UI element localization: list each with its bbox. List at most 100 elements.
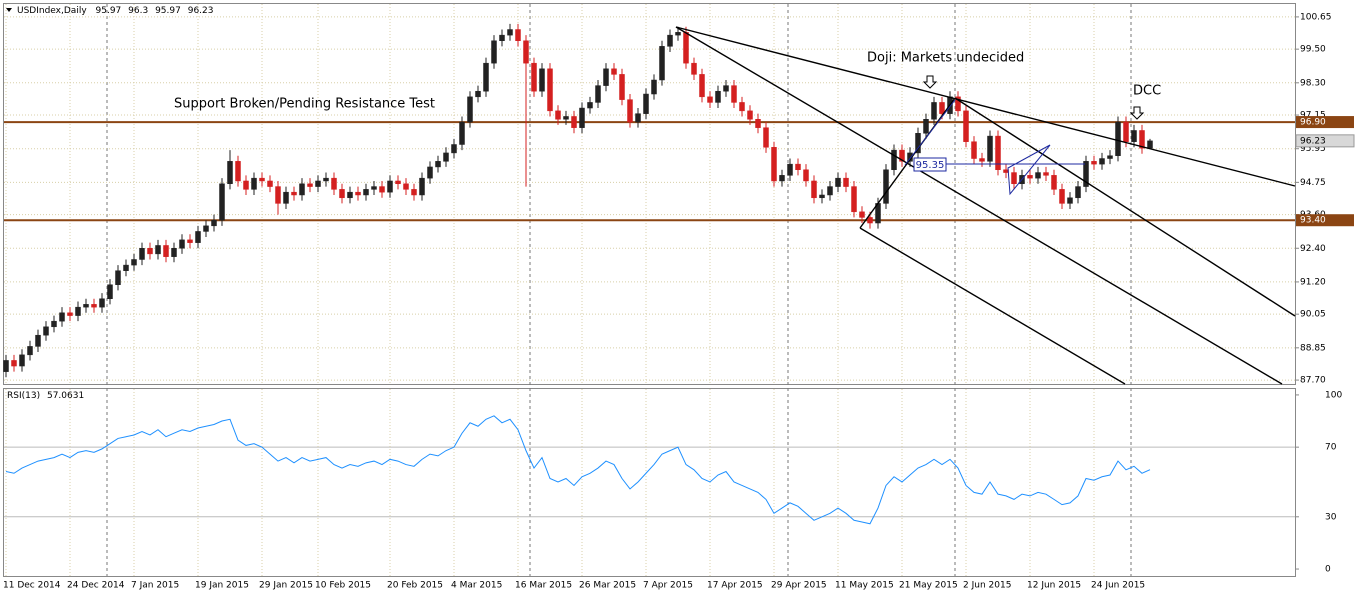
levels <box>4 121 1295 222</box>
candle-body <box>259 177 265 182</box>
candle-body <box>579 107 585 128</box>
candle-body <box>195 231 201 243</box>
candle-body <box>739 102 745 112</box>
candle-body <box>619 74 625 100</box>
x-tick-label: 7 Jan 2015 <box>131 581 179 591</box>
candle-body <box>747 110 753 120</box>
candle-body <box>995 135 1001 170</box>
candle-body <box>1147 140 1153 149</box>
trend-line <box>859 227 1126 385</box>
candle-body <box>459 121 465 145</box>
candle-body <box>411 189 417 196</box>
candle-body <box>1115 121 1121 156</box>
candle-body <box>419 177 425 196</box>
candle-body <box>163 245 169 257</box>
candle-body <box>699 74 705 98</box>
candle-body <box>595 85 601 103</box>
rsi-tick-label: 0 <box>1325 565 1331 575</box>
candle-body <box>819 194 825 199</box>
candle-body <box>939 102 945 114</box>
candle-body <box>627 99 633 123</box>
close: 96.23 <box>188 6 214 16</box>
candle-body <box>867 217 873 224</box>
candle-body <box>251 177 257 190</box>
rsi-tick-label: 100 <box>1325 390 1342 400</box>
annotation: Doji: Markets undecided <box>867 51 1024 66</box>
candle-body <box>123 264 129 271</box>
arrow <box>1129 106 1145 120</box>
high: 96.3 <box>128 6 148 16</box>
candle-body <box>1083 161 1089 187</box>
title-icon <box>6 8 12 12</box>
candle-body <box>139 248 145 260</box>
candle-body <box>715 90 721 103</box>
candle-body <box>643 93 649 114</box>
candle-body <box>979 158 985 162</box>
rsi-panel <box>3 388 1296 577</box>
x-tick-label: 20 Feb 2015 <box>387 581 443 591</box>
x-tick-label: 19 Jan 2015 <box>195 581 249 591</box>
blue-line <box>904 99 956 166</box>
x-tick-label: 24 Dec 2014 <box>67 581 125 591</box>
candle-body <box>635 113 641 123</box>
rsi-line <box>5 415 1151 525</box>
candle-body <box>795 163 801 170</box>
candle-body <box>491 40 497 64</box>
candle-body <box>1091 161 1097 165</box>
level-tag-text: 93.40 <box>1300 216 1326 226</box>
trend-lines <box>675 26 1296 385</box>
candle-body <box>651 79 657 95</box>
candle-body <box>395 180 401 185</box>
x-tick-label: 29 Jan 2015 <box>259 581 313 591</box>
candle-body <box>1075 186 1081 199</box>
candle-body <box>891 149 897 170</box>
y-tick-label: 90.05 <box>1300 310 1326 320</box>
candle-body <box>187 239 193 243</box>
candle-body <box>915 133 921 154</box>
candle-body <box>731 85 737 103</box>
candle-body <box>683 32 689 64</box>
candle-body <box>755 119 761 128</box>
level-tag-text: 96.90 <box>1300 118 1326 128</box>
candle-body <box>387 180 393 193</box>
current-price: 96.23 <box>1300 136 1326 146</box>
candle-body <box>955 96 961 112</box>
candle-body <box>539 68 545 92</box>
trend-line <box>675 26 1296 187</box>
candle-body <box>571 116 577 128</box>
candle-body <box>835 177 841 187</box>
y-tick-label: 100.65 <box>1300 12 1332 22</box>
candle-body <box>443 152 449 162</box>
candle-body <box>355 191 361 196</box>
candle-body <box>771 147 777 182</box>
x-tick-label: 26 Mar 2015 <box>579 581 636 591</box>
y-tick-label: 91.20 <box>1300 277 1326 287</box>
candle-body <box>1051 175 1057 190</box>
candle-body <box>35 334 41 347</box>
candle-body <box>179 239 185 249</box>
candle-body <box>1123 121 1129 142</box>
candle-body <box>971 141 977 159</box>
candle-body <box>1107 155 1113 159</box>
trend-line <box>859 97 956 229</box>
x-tick-label: 21 May 2015 <box>899 581 958 591</box>
candle-body <box>611 68 617 75</box>
y-tick-label: 97.15 <box>1300 111 1326 121</box>
price-panel <box>3 3 1296 385</box>
candle-body <box>507 29 513 36</box>
candle-body <box>523 40 529 64</box>
y-tick-label: 95.95 <box>1300 144 1326 154</box>
candle-body <box>403 183 409 190</box>
y-tick-label: 92.40 <box>1300 244 1326 254</box>
x-tick-label: 17 Apr 2015 <box>707 581 763 591</box>
price-tag-text: 95.35 <box>916 160 945 171</box>
candle-body <box>675 32 681 36</box>
candle-body <box>1139 130 1145 149</box>
y-tick-label: 88.85 <box>1300 343 1326 353</box>
candle-body <box>963 110 969 142</box>
candle-body <box>331 177 337 190</box>
candle-body <box>547 68 553 112</box>
candle-body <box>435 161 441 168</box>
candle-body <box>115 270 121 285</box>
candle-body <box>499 34 505 41</box>
